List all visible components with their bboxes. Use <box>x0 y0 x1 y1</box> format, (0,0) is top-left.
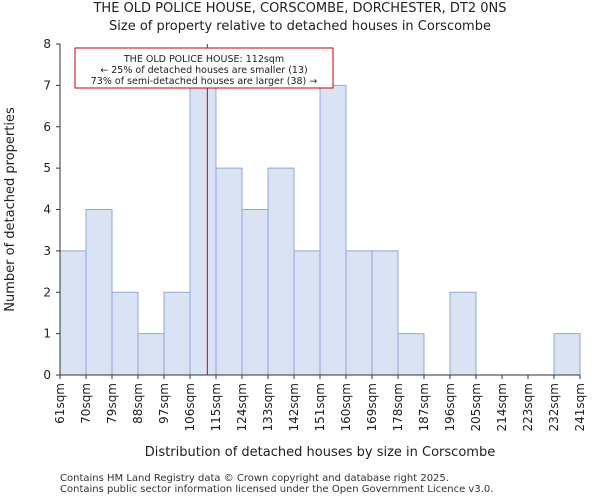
bar-79sqm <box>111 291 139 376</box>
bar-124sqm <box>241 209 269 376</box>
annotation-box: THE OLD POLICE HOUSE: 112sqm ← 25% of de… <box>74 47 334 89</box>
x-tick-label-61sqm: 61sqm <box>53 383 67 424</box>
bar-70sqm <box>85 209 113 376</box>
annotation-line-3: 73% of semi-detached houses are larger (… <box>91 76 318 87</box>
bar-169sqm <box>371 250 399 376</box>
footer-line-1: Contains HM Land Registry data © Crown c… <box>60 473 449 484</box>
y-tick-label-0: 0 <box>43 368 51 382</box>
bar-196sqm <box>449 291 477 376</box>
x-tick-label-88sqm: 88sqm <box>131 383 145 424</box>
chart-subtitle: Size of property relative to detached ho… <box>109 19 491 34</box>
bar-chart: 0 1 2 3 4 5 6 7 8 61sqm 70sqm 79sqm 88sqm 97sqm 106sq… <box>3 37 587 460</box>
bar-151sqm <box>319 84 347 376</box>
bar-61sqm <box>59 250 87 376</box>
y-tick-label-7: 7 <box>43 78 51 92</box>
y-tick-label-1: 1 <box>43 327 51 341</box>
y-tick-label-2: 2 <box>43 285 51 299</box>
x-tick-label-187sqm: 187sqm <box>417 383 431 431</box>
x-tick-label-169sqm: 169sqm <box>365 383 379 431</box>
x-tick-label-223sqm: 223sqm <box>521 383 535 431</box>
bar-97sqm <box>163 291 191 376</box>
y-tick-label-5: 5 <box>43 161 51 175</box>
x-axis: 61sqm 70sqm 79sqm 88sqm 97sqm 106sqm 115sqm 124… <box>53 374 587 431</box>
x-tick-label-142sqm: 142sqm <box>287 383 301 431</box>
y-tick-label-8: 8 <box>43 37 51 51</box>
x-tick-label-115sqm: 115sqm <box>209 383 223 431</box>
x-axis-label: Distribution of detached houses by size … <box>145 445 495 460</box>
y-axis-label: Number of detached properties <box>3 107 18 312</box>
x-tick-label-214sqm: 214sqm <box>495 383 509 431</box>
x-tick-label-241sqm: 241sqm <box>573 383 587 431</box>
bars-group <box>59 84 581 376</box>
annotation-line-2: ← 25% of detached houses are smaller (13… <box>100 65 307 76</box>
bar-88sqm <box>137 333 165 376</box>
x-tick-label-70sqm: 70sqm <box>79 383 93 424</box>
x-tick-label-97sqm: 97sqm <box>157 383 171 424</box>
x-tick-label-151sqm: 151sqm <box>313 383 327 431</box>
x-tick-label-205sqm: 205sqm <box>469 383 483 431</box>
footer-line-2: Contains public sector information licen… <box>60 484 494 495</box>
annotation-line-1: THE OLD POLICE HOUSE: 112sqm <box>123 54 284 65</box>
bar-106sqm <box>189 84 217 376</box>
y-tick-label-3: 3 <box>43 244 51 258</box>
y-tick-label-6: 6 <box>43 120 51 134</box>
x-tick-label-178sqm: 178sqm <box>391 383 405 431</box>
x-tick-label-106sqm: 106sqm <box>183 383 197 431</box>
y-axis: 0 1 2 3 4 5 6 7 8 <box>43 37 61 382</box>
chart-title: THE OLD POLICE HOUSE, CORSCOMBE, DORCHES… <box>93 1 507 16</box>
y-tick-label-4: 4 <box>43 203 51 217</box>
x-tick-label-232sqm: 232sqm <box>547 383 561 431</box>
x-tick-label-160sqm: 160sqm <box>339 383 353 431</box>
bar-160sqm <box>345 250 373 376</box>
x-tick-label-196sqm: 196sqm <box>443 383 457 431</box>
bar-133sqm <box>267 167 295 376</box>
bar-178sqm <box>397 333 425 376</box>
x-tick-label-79sqm: 79sqm <box>105 383 119 424</box>
bar-115sqm <box>215 167 243 376</box>
x-tick-label-133sqm: 133sqm <box>261 383 275 431</box>
annotation-frame <box>74 47 334 89</box>
bar-232sqm <box>553 333 581 376</box>
x-tick-label-124sqm: 124sqm <box>235 383 249 431</box>
bar-142sqm <box>293 250 321 376</box>
